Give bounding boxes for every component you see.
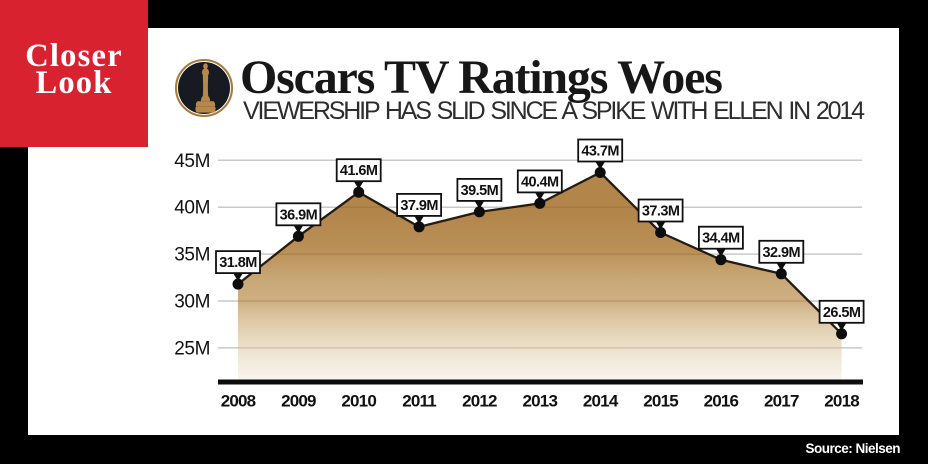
svg-text:39.5M: 39.5M	[461, 183, 499, 199]
svg-text:2015: 2015	[643, 392, 678, 411]
svg-text:26.5M: 26.5M	[823, 305, 861, 321]
svg-text:2011: 2011	[402, 392, 436, 411]
svg-text:37.9M: 37.9M	[400, 198, 438, 214]
svg-text:2018: 2018	[824, 392, 859, 411]
svg-text:25M: 25M	[174, 338, 210, 359]
svg-text:2012: 2012	[462, 392, 497, 411]
svg-text:41.6M: 41.6M	[340, 163, 378, 179]
svg-text:2014: 2014	[583, 392, 619, 411]
svg-text:2017: 2017	[764, 392, 799, 411]
svg-text:2013: 2013	[522, 392, 557, 411]
svg-text:2010: 2010	[341, 392, 376, 411]
svg-text:2009: 2009	[281, 392, 316, 411]
svg-text:30M: 30M	[174, 292, 210, 313]
svg-text:40.4M: 40.4M	[521, 174, 559, 190]
svg-text:35M: 35M	[174, 245, 210, 266]
svg-text:45M: 45M	[174, 151, 210, 172]
svg-text:2008: 2008	[221, 392, 256, 411]
svg-text:36.9M: 36.9M	[280, 207, 318, 223]
svg-text:40M: 40M	[174, 198, 210, 219]
svg-text:2016: 2016	[704, 392, 739, 411]
svg-text:34.4M: 34.4M	[702, 231, 740, 247]
svg-text:31.8M: 31.8M	[219, 255, 257, 271]
svg-text:32.9M: 32.9M	[763, 245, 801, 261]
svg-text:43.7M: 43.7M	[581, 144, 619, 160]
svg-text:37.3M: 37.3M	[642, 204, 680, 220]
